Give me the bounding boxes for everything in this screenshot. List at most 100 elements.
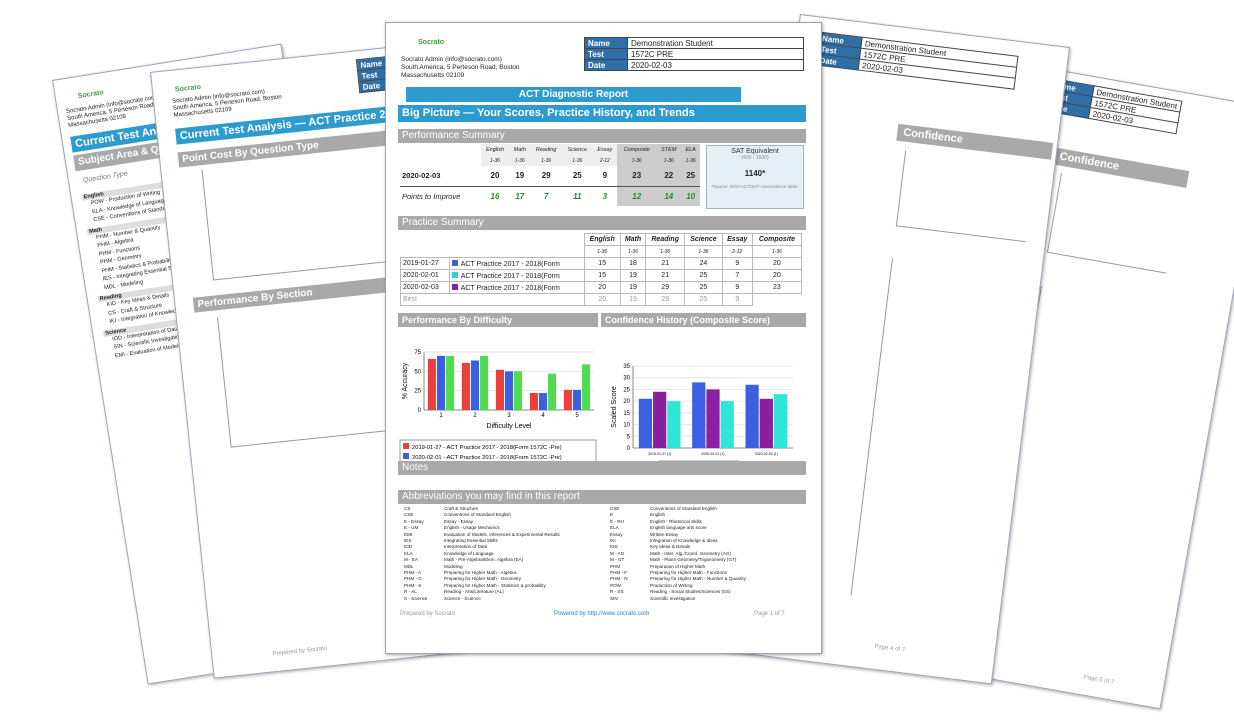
abbreviation-text: Conventions of Standard English <box>444 512 511 518</box>
score-cell: 19 <box>509 166 531 187</box>
abbreviation-row: PHM - N Preparing for Higher Math - Numbe… <box>610 576 810 582</box>
score-cell: 19 <box>619 269 647 282</box>
address-line: South America, 5 Perteson Road, Boston <box>401 64 520 71</box>
score-cell: 3 <box>602 191 608 201</box>
info-value: Demonstration Student <box>627 37 804 49</box>
column-header: ELA <box>681 144 700 155</box>
section-heading: Notes <box>398 461 806 475</box>
legend-swatch <box>451 283 458 290</box>
range-cell: 1-36 <box>619 245 647 258</box>
bar <box>495 369 504 410</box>
abbreviation-text: Math - Inter. Alg./Coord. Geometry (AG) <box>650 550 731 556</box>
score-cell: 10 <box>681 186 700 206</box>
logo: Socrato <box>418 39 445 46</box>
bar <box>504 371 514 410</box>
sat-box: SAT Equivalent (400 - 1600) 1140* *Sourc… <box>706 145 804 209</box>
abbreviation-row: SIN Scientific Investigation <box>610 596 810 602</box>
abbreviation-row: E English <box>610 512 810 518</box>
section-heading: Performance By Difficulty <box>398 313 598 327</box>
y-axis-label: Scaled Score <box>611 386 618 428</box>
x-tick-label: 2 <box>473 413 477 419</box>
row-label: Best <box>400 293 585 306</box>
range-cell: 1-36 <box>617 155 657 166</box>
bar <box>667 401 681 448</box>
bar <box>773 394 788 448</box>
bar <box>692 382 706 448</box>
y-tick-label: 0 <box>627 446 631 452</box>
info-label: Name <box>584 37 628 49</box>
score-cell: 25 <box>562 166 593 187</box>
range-cell: 1-36 <box>562 155 593 166</box>
abbreviation-row: M - EA Math - Pre-Algebra/Elem. Algebra (… <box>404 557 604 563</box>
abbreviation-row: M - AG Math - Inter. Alg./Coord. Geometry… <box>610 551 810 557</box>
range-cell: 1-36 <box>509 155 531 166</box>
abbreviation-text: Reading - Arts/Literature (AL) <box>444 589 504 595</box>
abbreviation-code: MDL <box>404 563 414 569</box>
y-tick-label: 0 <box>418 408 422 414</box>
legend-swatch <box>403 453 409 459</box>
practice-name: ACT Practice 2017 - 2018(Form <box>448 269 585 282</box>
column-header: Science <box>684 233 723 246</box>
abbreviation-row: PHM - S Preparing for Higher Math - Stati… <box>404 583 604 589</box>
y-tick-label: 30 <box>623 376 630 382</box>
abbreviation-row: PHM - A Preparing for Higher Math - Algeb… <box>404 570 604 576</box>
column-header: Reading <box>645 233 686 246</box>
range-cell: 1-36 <box>751 245 803 258</box>
score-cell: 9 <box>592 166 618 187</box>
score-cell: 22 <box>656 166 682 187</box>
practice-name: ACT Practice 2017 - 2018(Form <box>448 281 585 294</box>
score-cell: 15 <box>583 257 621 270</box>
abbreviation-text: Preparing for Higher Math - Functions <box>650 570 727 576</box>
column-header: Essay <box>721 233 753 246</box>
score-cell: 16 <box>490 191 500 201</box>
abbreviation-text: Knowledge of Language <box>444 550 494 556</box>
abbreviation-text: Integration of Knowledge & Ideas <box>650 538 718 544</box>
footer-link[interactable]: Powered by http://www.socrato.com <box>554 611 650 617</box>
address: Socrato Admin (info@socrato.com) South A… <box>401 56 520 80</box>
abbreviation-code: M - AG <box>610 550 625 556</box>
bar <box>480 355 489 410</box>
bar <box>745 384 759 448</box>
bar <box>563 389 572 410</box>
section-heading: Big Picture — Your Scores, Practice Hist… <box>398 105 806 122</box>
y-axis-label: % Accuracy <box>402 362 409 399</box>
score-cell: 19 <box>619 293 647 306</box>
y-tick-label: 50 <box>414 369 421 375</box>
score-cell: 20 <box>583 281 621 294</box>
score-cell: 29 <box>645 281 686 294</box>
score-cell: 25 <box>681 166 700 187</box>
abbreviation-text: Preparing for Higher Math - Geometry <box>444 576 522 582</box>
table-row: Best 20 19 29 25 9 <box>400 293 802 306</box>
abbreviation-code: IKI <box>610 538 616 544</box>
bar <box>446 355 455 410</box>
abbreviation-text: Essay - Essay <box>444 518 474 524</box>
abbreviation-text: English - Usage Mechanics <box>444 525 500 531</box>
abbreviation-code: PHM <box>610 563 621 569</box>
bar <box>436 355 446 410</box>
abbreviation-text: Written Essay <box>650 531 679 537</box>
y-tick-label: 5 <box>627 434 631 440</box>
abbreviation-row: M - GT Math - Plane Geometry/Trigonometry… <box>610 557 810 563</box>
abbreviation-code: ELA <box>610 525 619 531</box>
abbreviation-row: MDL Modeling <box>404 564 604 570</box>
performance-table: English Math Reading Science Essay Composite S… <box>400 144 700 206</box>
column-header: Reading <box>530 144 563 155</box>
x-tick-label: 2019-01-27 (1) <box>648 452 671 456</box>
legend-label: 2019-01-27 - ACT Practice 2017 - 2018(Fo… <box>412 445 562 451</box>
abbreviation-row: S - Science Science - Science <box>404 596 604 602</box>
x-tick-label: 1 <box>439 413 443 419</box>
abbreviation-code: PHM - N <box>610 576 628 582</box>
score-cell: 23 <box>751 281 803 294</box>
report-page: Socrato Socrato Admin (info@socrato.com)… <box>385 22 822 654</box>
y-tick-label: 10 <box>623 423 630 429</box>
score-cell: 25 <box>684 269 723 282</box>
section-heading: Practice Summary <box>398 216 806 230</box>
abbreviation-code: KID <box>610 544 618 550</box>
abbreviation-code: CSE <box>404 512 414 518</box>
bar <box>759 398 773 448</box>
difficulty-chart: 0 25 50 75 1 2 3 4 5 % Accuracy Difficulty Level 20… <box>399 350 597 475</box>
x-tick-label: 2020-02-01 (1) <box>701 452 724 456</box>
table-row: 2019-01-27 ACT Practice 2017 - 2018(Form 1… <box>400 257 803 270</box>
table-cell <box>401 234 585 246</box>
